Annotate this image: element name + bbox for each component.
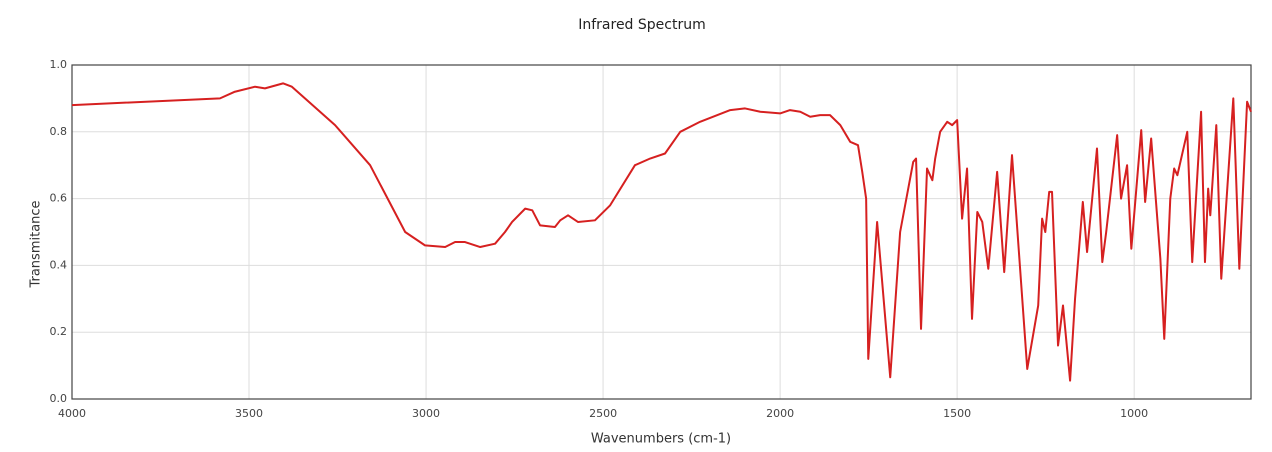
y-tick-label: 0.8 — [50, 125, 68, 138]
plot-frame — [71, 64, 1252, 400]
spectrum-line — [71, 82, 1252, 382]
x-tick-label: 1000 — [1120, 407, 1148, 420]
x-tick-label: 4000 — [58, 407, 86, 420]
x-tick-label: 3000 — [412, 407, 440, 420]
y-tick-label: 0.0 — [50, 392, 68, 405]
x-tick-label: 2500 — [589, 407, 617, 420]
x-axis-title: Wavenumbers (cm-1) — [591, 432, 731, 447]
y-axis-title: Transmitance — [29, 200, 44, 288]
x-tick-label: 1500 — [943, 407, 971, 420]
y-tick-label: 0.2 — [50, 325, 68, 338]
y-tick-label: 0.4 — [50, 258, 68, 271]
chart-title: Infrared Spectrum — [578, 17, 706, 33]
x-tick-label: 2000 — [766, 407, 794, 420]
x-tick-label: 3500 — [235, 407, 263, 420]
y-tick-label: 0.6 — [50, 192, 68, 205]
y-tick-label: 1.0 — [50, 58, 68, 71]
